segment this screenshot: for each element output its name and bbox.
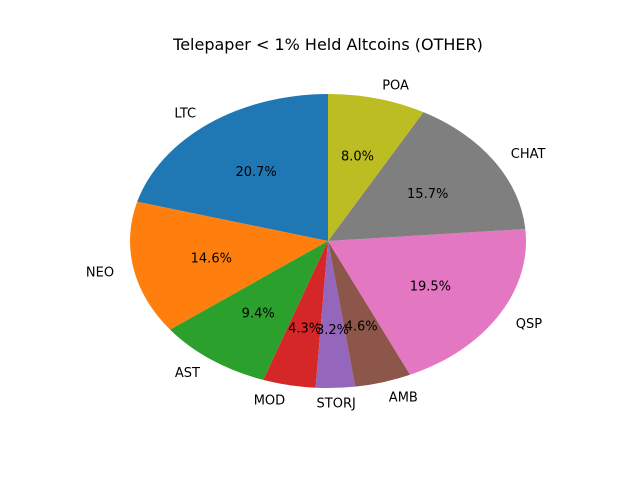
- slice-label-poa: POA: [382, 78, 409, 93]
- chart-title: Telepaper < 1% Held Altcoins (OTHER): [172, 35, 483, 54]
- slice-label-neo: NEO: [86, 265, 114, 280]
- pie-slices: [130, 94, 527, 389]
- pct-label-ast: 9.4%: [242, 306, 275, 321]
- pct-label-storj: 3.2%: [316, 323, 349, 338]
- pie-slice-ast: [170, 241, 328, 380]
- slice-label-storj: STORJ: [317, 397, 356, 412]
- pie-slice-amb: [328, 241, 411, 387]
- slice-label-mod: MOD: [254, 394, 285, 409]
- slice-label-chat: CHAT: [511, 147, 546, 162]
- pct-label-qsp: 19.5%: [410, 280, 451, 295]
- pct-label-neo: 14.6%: [191, 252, 232, 267]
- pct-label-chat: 15.7%: [407, 187, 448, 202]
- pie-slice-chat: [328, 112, 526, 242]
- slice-label-ast: AST: [175, 366, 200, 381]
- slice-label-ltc: LTC: [174, 106, 196, 121]
- slice-label-qsp: QSP: [516, 317, 542, 332]
- pie-slice-mod: [263, 241, 328, 388]
- pct-label-mod: 4.3%: [288, 322, 321, 337]
- pie-slice-poa: [328, 94, 424, 241]
- pct-label-poa: 8.0%: [341, 150, 374, 165]
- pie-slice-ltc: [137, 94, 328, 241]
- pie-slice-qsp: [328, 229, 527, 375]
- pct-label-ltc: 20.7%: [235, 165, 276, 180]
- slice-label-amb: AMB: [389, 390, 418, 405]
- pie-slice-neo: [130, 201, 328, 330]
- pie-slice-storj: [315, 241, 356, 389]
- slice-labels: LTC NEO AST MOD STORJ AMB QSP CHAT POA: [86, 78, 546, 411]
- pct-label-amb: 4.6%: [345, 320, 378, 335]
- percentage-labels: 20.7% 14.6% 9.4% 4.3%3.2%4.6% 19.5% 15.7% 8.0%: [191, 150, 451, 339]
